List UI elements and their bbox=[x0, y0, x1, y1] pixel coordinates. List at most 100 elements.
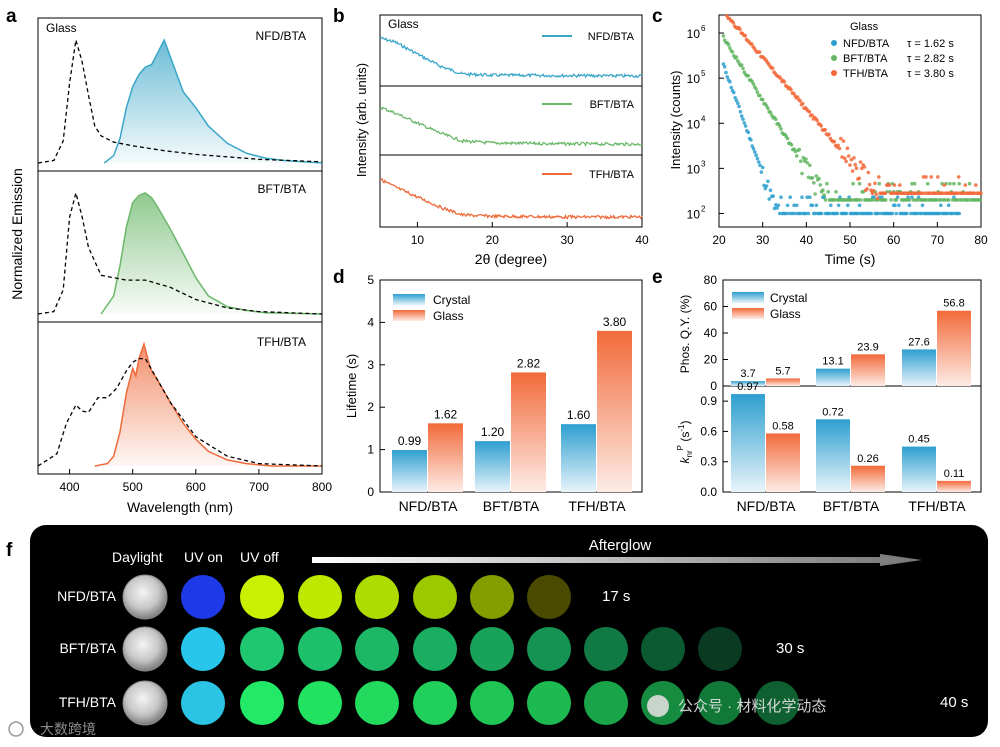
decay-point-tfh bbox=[815, 118, 819, 123]
decay-point-nfd bbox=[937, 211, 942, 216]
knr-bar-crystal-tfh bbox=[902, 446, 936, 492]
panel-a-tick-label: 800 bbox=[312, 480, 332, 494]
afterglow-disc-nfd bbox=[470, 575, 514, 619]
decay-point-bft bbox=[869, 198, 874, 202]
qy-bar-glass-bft bbox=[851, 354, 885, 386]
panel-c-y-tick-label: 10 bbox=[687, 207, 701, 221]
panel-c-legend-dot-bft bbox=[831, 55, 837, 61]
decay-point-bft bbox=[779, 127, 783, 131]
panel-c-x-tick-label: 30 bbox=[756, 233, 770, 247]
row-time-nfd: 17 s bbox=[602, 588, 630, 605]
decay-point-bft bbox=[946, 198, 951, 202]
decay-point-nfd bbox=[793, 211, 798, 216]
panel-c-x-tick-label: 40 bbox=[800, 233, 814, 247]
panel-e-top-tick-label: 20 bbox=[704, 353, 718, 367]
decay-point-nfd bbox=[768, 188, 773, 192]
decay-point-tfh bbox=[849, 157, 854, 162]
decay-point-bft bbox=[832, 198, 837, 202]
decay-point-bft bbox=[721, 34, 726, 38]
decay-point-nfd bbox=[819, 211, 824, 216]
decay-point-nfd bbox=[798, 211, 803, 216]
decay-point-tfh bbox=[757, 50, 762, 54]
afterglow-disc-bft bbox=[355, 627, 399, 671]
qy-bar-glass-tfh bbox=[937, 310, 971, 386]
decay-point-nfd bbox=[734, 98, 739, 103]
panel-a-ylabel: Normalized Emission bbox=[9, 168, 25, 299]
decay-point-nfd bbox=[733, 96, 737, 100]
afterglow-disc-bft bbox=[641, 627, 685, 671]
decay-point-nfd bbox=[952, 195, 956, 199]
decay-point-nfd bbox=[788, 195, 792, 199]
decay-point-bft bbox=[952, 181, 956, 186]
decay-point-nfd bbox=[775, 206, 779, 210]
decay-point-tfh bbox=[750, 42, 754, 46]
afterglow-disc-nfd bbox=[240, 575, 284, 619]
lifetime-bar-crystal-bft bbox=[475, 441, 510, 492]
decay-point-bft bbox=[810, 176, 815, 180]
qy-value-label: 5.7 bbox=[775, 365, 790, 377]
header-uv-on: UV on bbox=[184, 549, 223, 565]
decay-point-tfh bbox=[896, 191, 901, 195]
panel-d-legend-swatch-glass bbox=[393, 310, 425, 321]
decay-point-nfd bbox=[946, 203, 951, 208]
decay-point-nfd bbox=[893, 203, 897, 208]
panel-b-xlabel: 2θ (degree) bbox=[475, 251, 547, 267]
lifetime-value-label: 3.80 bbox=[603, 315, 627, 329]
decay-point-tfh bbox=[942, 183, 947, 187]
decay-point-nfd bbox=[766, 179, 770, 184]
decay-point-bft bbox=[966, 198, 971, 202]
decay-point-nfd bbox=[776, 203, 781, 208]
panel-c-legend-title: Glass bbox=[850, 21, 879, 33]
decay-point-tfh bbox=[883, 191, 888, 195]
panel-e-ylabel-exp: -1 bbox=[677, 424, 686, 432]
decay-point-tfh bbox=[963, 183, 968, 187]
panel-f: f Daylight UV on UV off Afterglow NFD/BT… bbox=[6, 525, 988, 737]
watermark-right-text: 公众号 · 材料化学动态 bbox=[678, 698, 826, 715]
decay-point-bft bbox=[774, 117, 778, 122]
knr-bar-crystal-bft bbox=[816, 419, 850, 492]
decay-point-nfd bbox=[779, 195, 783, 199]
panel-letter-c: c bbox=[652, 6, 663, 27]
panel-c-x-tick-label: 70 bbox=[931, 233, 945, 247]
decay-point-tfh bbox=[843, 156, 847, 161]
qy-bar-crystal-nfd bbox=[731, 381, 765, 386]
decay-point-nfd bbox=[753, 150, 757, 154]
panel-e-bottom-tick-label: 0.9 bbox=[700, 394, 717, 408]
decay-point-bft bbox=[825, 181, 829, 186]
afterglow-disc-nfd bbox=[527, 575, 571, 619]
xrd-line-tfh bbox=[379, 177, 643, 220]
decay-point-tfh bbox=[875, 196, 880, 201]
decay-point-tfh bbox=[867, 182, 872, 187]
qy-value-label: 27.6 bbox=[908, 336, 929, 348]
afterglow-disc-bft bbox=[240, 627, 284, 671]
afterglow-disc-nfd bbox=[298, 575, 342, 619]
afterglow-disc-tfh bbox=[584, 681, 628, 725]
panel-a-tick-label: 700 bbox=[249, 480, 269, 494]
decay-point-bft bbox=[746, 74, 751, 78]
panel-letter-f: f bbox=[6, 540, 13, 561]
afterglow-disc-tfh bbox=[755, 681, 799, 725]
panel-b-x-ticks: 10 20 30 40 bbox=[411, 222, 649, 247]
decay-point-bft bbox=[813, 192, 817, 196]
panel-e-category-label: NFD/BTA bbox=[737, 498, 797, 514]
decay-point-bft bbox=[851, 181, 855, 186]
decay-point-nfd bbox=[749, 138, 753, 142]
fluorescence-line-bft bbox=[37, 190, 323, 315]
decay-point-bft bbox=[889, 198, 893, 202]
decay-point-tfh bbox=[865, 187, 869, 191]
decay-point-nfd bbox=[827, 211, 832, 216]
decay-point-bft bbox=[924, 198, 929, 202]
panel-c-x-tick-label: 20 bbox=[712, 233, 726, 247]
decay-point-nfd bbox=[919, 211, 923, 216]
panel-d-y-tick-label: 5 bbox=[367, 273, 374, 287]
panel-e-legend-swatch-glass bbox=[732, 308, 764, 319]
decay-point-tfh bbox=[854, 166, 859, 170]
panel-e-ylabel-k: k bbox=[678, 456, 692, 463]
panel-e-category-label: TFH/BTA bbox=[908, 498, 966, 514]
watermark-right: 公众号 · 材料化学动态 bbox=[647, 695, 826, 717]
decay-point-tfh bbox=[844, 159, 848, 164]
panel-a-label-bft: BFT/BTA bbox=[258, 182, 306, 196]
decay-point-nfd bbox=[908, 211, 913, 216]
decay-point-nfd bbox=[897, 203, 901, 208]
panel-d-legend-crystal: Crystal bbox=[433, 293, 470, 307]
